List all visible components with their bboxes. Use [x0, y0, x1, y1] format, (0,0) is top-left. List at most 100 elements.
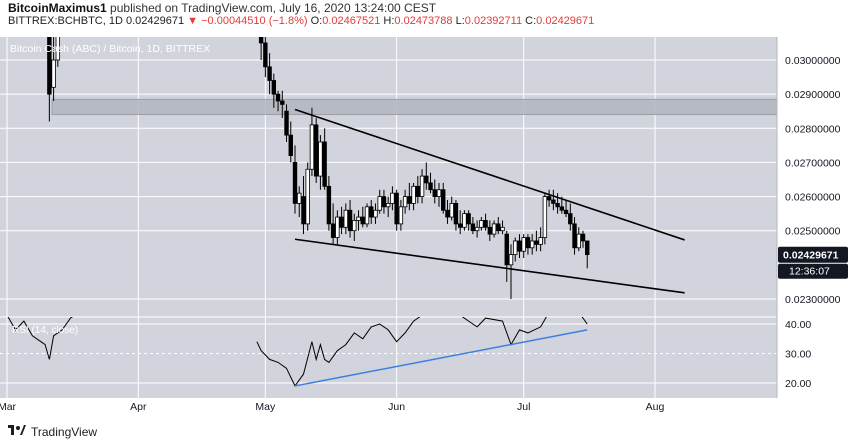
candlestick-series[interactable] — [47, 16, 590, 299]
resistance-zone[interactable] — [51, 98, 778, 116]
candle — [347, 199, 353, 238]
candle — [275, 90, 281, 112]
candle-body — [407, 196, 412, 204]
candle-body — [271, 80, 277, 95]
candle-body — [411, 185, 416, 204]
candle — [513, 237, 518, 262]
candle-body — [356, 216, 361, 221]
candle-body — [551, 199, 556, 204]
candle — [479, 217, 484, 231]
candle — [521, 234, 526, 259]
candle-body — [288, 134, 293, 157]
tradingview-brand: TradingView — [31, 425, 98, 439]
candle — [258, 37, 264, 60]
open-value: 0.02467521 — [322, 15, 381, 27]
candle — [343, 203, 349, 235]
price-tick-label: 0.02600000 — [785, 192, 841, 204]
candle — [453, 199, 459, 231]
rsi-pane[interactable] — [0, 317, 777, 398]
candle — [51, 37, 56, 101]
candle — [364, 203, 370, 228]
candle — [517, 234, 522, 259]
rsi-tick-label: 40.00 — [785, 319, 811, 331]
candle — [474, 220, 480, 238]
candle — [411, 182, 416, 211]
candle-body — [474, 226, 480, 232]
candle-body — [373, 209, 378, 218]
candle — [407, 182, 412, 211]
price-tick-label: 0.02300000 — [785, 294, 841, 306]
candle — [280, 90, 285, 119]
candle — [381, 189, 387, 214]
candle-body — [504, 233, 509, 266]
candle — [288, 121, 293, 163]
candle — [297, 186, 302, 218]
candle — [534, 230, 539, 252]
candle — [339, 206, 344, 235]
candle-body — [457, 223, 463, 228]
candle — [428, 172, 433, 194]
wedge-trendlines[interactable] — [294, 108, 685, 294]
candle-body — [496, 223, 501, 232]
candle — [415, 176, 421, 204]
candle — [504, 230, 509, 282]
candle — [538, 227, 543, 252]
candle — [313, 118, 319, 183]
candle — [546, 189, 552, 207]
candle — [441, 182, 446, 214]
low-value: 0.02392711 — [464, 15, 523, 27]
rsi-series[interactable] — [7, 312, 588, 387]
tradingview-logo-icon — [8, 424, 26, 440]
candle-body — [301, 196, 306, 225]
candle-body — [47, 37, 52, 95]
candle — [491, 220, 497, 238]
candle — [390, 186, 395, 211]
candle — [301, 176, 306, 235]
candle — [424, 162, 429, 190]
candle — [500, 220, 505, 235]
high-label: H: — [383, 15, 395, 27]
publish-line: BitcoinMaximus1 published on TradingView… — [8, 1, 436, 15]
close-label: C: — [525, 15, 537, 27]
candle — [483, 213, 488, 231]
candle-body — [347, 209, 353, 232]
candle — [436, 182, 442, 207]
candle-body — [483, 220, 488, 228]
candle — [326, 176, 332, 231]
candle — [462, 210, 467, 231]
candle — [360, 206, 365, 228]
candle — [284, 104, 289, 142]
candle-body — [491, 223, 497, 235]
candle — [309, 107, 315, 177]
author-name[interactable]: BitcoinMaximus1 — [8, 1, 107, 15]
price-axis[interactable] — [777, 37, 850, 398]
price-tick-label: 0.02900000 — [785, 89, 841, 101]
candle-body — [258, 37, 264, 44]
candle-body — [343, 209, 349, 228]
down-arrow-icon: ▼ — [187, 15, 199, 27]
upper-trendline — [294, 108, 685, 241]
open-label: O: — [310, 15, 323, 27]
candle-body — [428, 182, 433, 191]
rsi-tick-label: 30.00 — [785, 349, 811, 361]
price-pane[interactable] — [0, 37, 777, 317]
candle-body — [436, 189, 442, 197]
candle — [385, 196, 391, 218]
candle-body — [309, 124, 315, 170]
time-axis[interactable] — [0, 398, 850, 418]
candle-body — [585, 240, 590, 256]
low-label: L: — [455, 15, 465, 27]
candle-body — [377, 196, 382, 211]
last-price: 0.02429671 — [125, 15, 185, 27]
tradingview-footer[interactable]: TradingView — [8, 422, 97, 442]
candle-body — [559, 206, 565, 211]
time-tick-label: Apr — [130, 401, 147, 413]
candle — [576, 227, 581, 252]
candle — [398, 199, 404, 231]
last-price-marker: 0.02429671 12:36:07 — [778, 246, 848, 279]
candle — [496, 217, 501, 235]
candle-body — [415, 185, 421, 197]
last-price-label: 0.02429671 — [783, 250, 839, 262]
candle-body — [297, 192, 302, 204]
